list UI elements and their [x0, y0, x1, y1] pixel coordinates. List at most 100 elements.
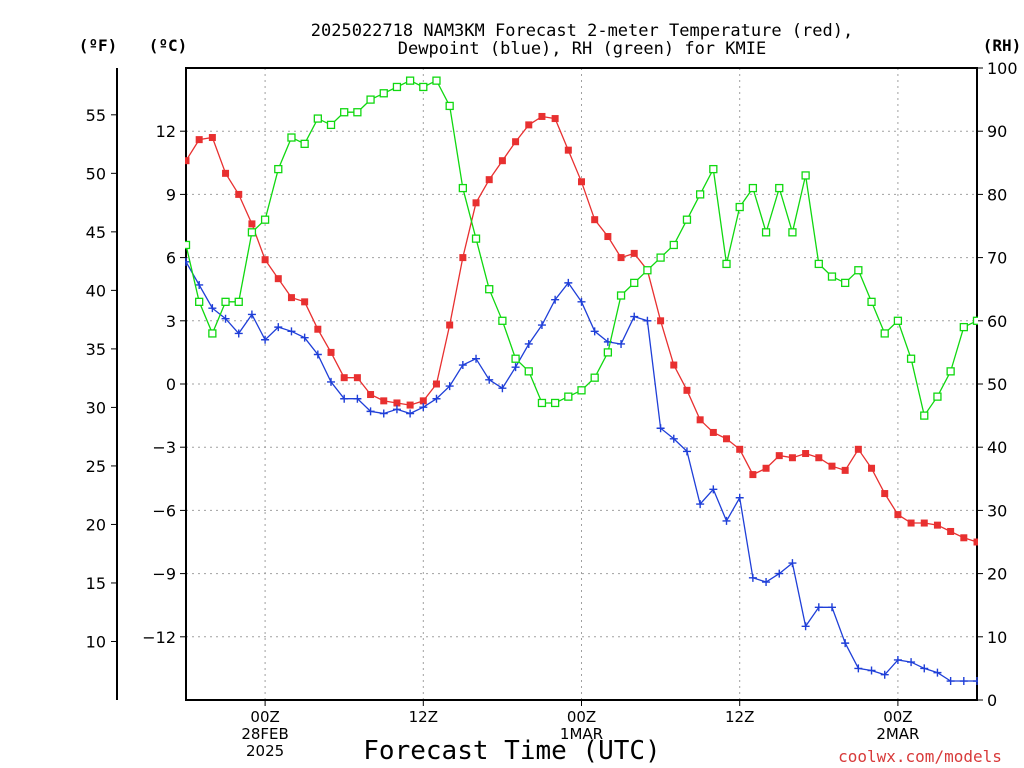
- rh-point: [933, 392, 942, 401]
- temperature-point: [881, 490, 889, 498]
- dewpoint-point: [498, 384, 507, 393]
- dewpoint-point: [682, 447, 691, 456]
- rh-point: [564, 392, 573, 401]
- temperature-point: [459, 254, 467, 262]
- rh-tick-label: 60: [987, 312, 1007, 331]
- temperature-point: [604, 233, 612, 241]
- dewpoint-point: [185, 257, 190, 266]
- dewpoint-point: [406, 409, 415, 418]
- temperature-point: [301, 298, 309, 306]
- dewpoint-point: [893, 655, 902, 664]
- rh-point: [893, 316, 903, 325]
- temperature-point: [485, 176, 493, 184]
- dewpoint-point: [327, 377, 336, 386]
- dewpoint-point: [827, 603, 836, 612]
- temperature-point: [762, 464, 770, 472]
- rh-point: [234, 297, 243, 306]
- dewpoint-point: [656, 424, 665, 433]
- fahrenheit-tick-label: 45: [86, 223, 106, 242]
- temperature-point: [195, 136, 203, 144]
- rh-point: [880, 329, 889, 338]
- rh-point: [959, 322, 968, 332]
- rh-point: [511, 354, 520, 363]
- dewpoint-point: [379, 409, 388, 418]
- dewpoint-point: [946, 677, 955, 686]
- temperature-point: [841, 466, 849, 474]
- x-axis-title: Forecast Time (UTC): [363, 736, 660, 766]
- rh-point: [682, 215, 692, 224]
- rh-point: [419, 82, 428, 92]
- temperature-point: [314, 325, 322, 333]
- temperature-point: [393, 399, 401, 407]
- dewpoint-point: [854, 664, 863, 673]
- celsius-tick-label: 6: [166, 249, 176, 268]
- fahrenheit-tick-label: 30: [86, 398, 106, 417]
- temperature-point: [551, 115, 559, 123]
- celsius-tick-label: −9: [152, 565, 176, 584]
- x-tick-label: 2MAR: [876, 725, 919, 743]
- rh-point: [353, 108, 362, 117]
- rh-point: [841, 278, 850, 288]
- temperature-point: [802, 450, 810, 458]
- x-tick-label: 12Z: [409, 708, 438, 726]
- temperature-point: [472, 199, 480, 207]
- dewpoint-point: [775, 569, 784, 578]
- temperature-point: [788, 454, 796, 462]
- dewpoint-point: [234, 329, 243, 338]
- rh-point: [524, 367, 533, 376]
- celsius-tick-label: 3: [166, 312, 176, 331]
- temperature-point: [894, 511, 902, 519]
- temperature-series: [185, 112, 978, 546]
- celsius-tick-label: 9: [166, 185, 176, 204]
- rh-point: [722, 259, 731, 269]
- dewpoint-point: [195, 280, 204, 289]
- dewpoint-point: [722, 516, 731, 525]
- temperature-point: [696, 416, 704, 424]
- dewpoint-point: [537, 321, 546, 330]
- fahrenheit-tick-label: 10: [86, 632, 106, 651]
- rh-point: [392, 82, 402, 92]
- rh-point: [221, 297, 230, 306]
- temperature-point: [185, 157, 190, 165]
- axis-ticks: 129630−3−6−9−125550454035302520151010090…: [86, 59, 1018, 760]
- dewpoint-point: [458, 361, 467, 370]
- dewpoint-point: [590, 327, 599, 336]
- dewpoint-point: [814, 603, 823, 612]
- temperature-point: [657, 317, 665, 325]
- celsius-tick-label: 0: [166, 375, 176, 394]
- temperature-point: [920, 519, 928, 527]
- rh-point: [603, 348, 613, 357]
- dewpoint-point: [617, 339, 626, 348]
- temperature-point: [248, 220, 256, 228]
- rh-series: [185, 76, 978, 420]
- temperature-point: [947, 527, 955, 535]
- rh-point: [946, 367, 955, 376]
- fahrenheit-unit-label: (ºF): [79, 36, 118, 55]
- dewpoint-point: [208, 304, 217, 313]
- x-tick-label: 28FEB: [241, 725, 288, 743]
- temperature-point: [208, 134, 216, 142]
- rh-point: [906, 354, 916, 363]
- temperature-point: [498, 157, 506, 165]
- dewpoint-series: [185, 257, 978, 686]
- rh-point: [260, 215, 270, 224]
- rh-point: [208, 329, 217, 338]
- rh-point: [748, 183, 758, 193]
- celsius-tick-label: −6: [152, 501, 176, 520]
- rh-point: [379, 89, 388, 98]
- temperature-point: [261, 256, 269, 264]
- rh-point: [577, 386, 586, 395]
- dewpoint-point: [959, 677, 968, 686]
- rh-point: [656, 253, 665, 262]
- dewpoint-point: [300, 333, 309, 342]
- temperature-point: [854, 445, 862, 453]
- temperature-point: [512, 138, 520, 146]
- x-tick-label: 00Z: [250, 708, 279, 726]
- rh-point: [405, 76, 415, 85]
- temperature-point: [933, 521, 941, 529]
- x-tick-label: 2025: [246, 742, 284, 760]
- temperature-point: [775, 452, 783, 460]
- fahrenheit-tick-label: 25: [86, 457, 106, 476]
- dewpoint-point: [551, 295, 560, 304]
- temperature-point: [749, 471, 757, 479]
